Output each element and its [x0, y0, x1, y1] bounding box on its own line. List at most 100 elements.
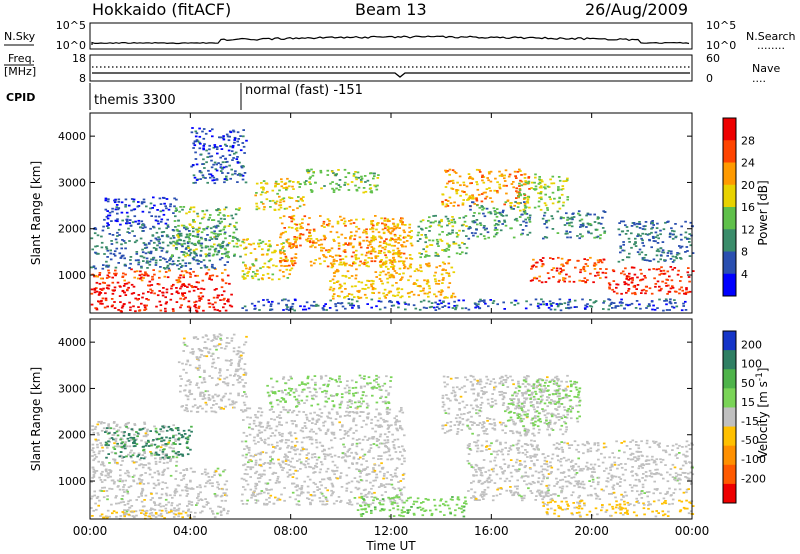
heatmap-cell	[475, 181, 478, 183]
heatmap-cell	[117, 201, 121, 203]
heatmap-cell	[610, 301, 614, 304]
heatmap-cell	[252, 419, 256, 422]
heatmap-cell	[628, 303, 632, 306]
heatmap-cell	[188, 254, 191, 257]
heatmap-cell	[380, 280, 383, 282]
heatmap-cell	[130, 198, 134, 200]
heatmap-cell	[558, 298, 562, 301]
heatmap-cell	[122, 501, 125, 503]
heatmap-cell	[563, 224, 567, 226]
heatmap-cell	[631, 277, 634, 279]
heatmap-cell	[236, 350, 240, 352]
heatmap-cell	[150, 215, 153, 217]
heatmap-cell	[397, 446, 401, 448]
heatmap-cell	[538, 178, 541, 181]
heatmap-cell	[293, 223, 297, 225]
heatmap-cell	[357, 297, 361, 300]
heatmap-cell	[393, 238, 396, 241]
heatmap-cell	[319, 169, 323, 172]
heatmap-cell	[95, 308, 99, 311]
heatmap-cell	[520, 180, 524, 183]
velocity-heatmap-cells	[90, 333, 695, 520]
heatmap-cell	[346, 430, 350, 433]
heatmap-cell	[108, 211, 112, 214]
heatmap-cell	[688, 255, 692, 257]
heatmap-cell	[291, 263, 294, 265]
freq-left-tick-bottom: 8	[79, 72, 86, 85]
heatmap-cell	[671, 229, 674, 232]
heatmap-cell	[479, 224, 483, 226]
heatmap-cell	[496, 303, 499, 306]
heatmap-cell	[145, 509, 149, 512]
heatmap-cell	[670, 252, 673, 255]
heatmap-cell	[255, 470, 259, 473]
heatmap-cell	[98, 272, 102, 274]
heatmap-cell	[673, 299, 676, 301]
heatmap-cell	[97, 294, 101, 296]
heatmap-cell	[196, 235, 200, 238]
heatmap-cell	[211, 245, 214, 248]
heatmap-cell	[216, 294, 220, 297]
heatmap-cell	[619, 245, 622, 248]
heatmap-cell	[207, 218, 210, 221]
heatmap-cell	[625, 303, 628, 306]
heatmap-cell	[232, 350, 236, 353]
heatmap-cell	[140, 490, 144, 493]
heatmap-cell	[684, 220, 687, 223]
heatmap-cell	[332, 502, 336, 505]
heatmap-cell	[652, 304, 655, 307]
heatmap-cell	[128, 232, 131, 234]
heatmap-cell	[664, 282, 668, 285]
heatmap-cell	[396, 429, 399, 432]
heatmap-cell	[292, 214, 296, 217]
heatmap-cell	[202, 145, 206, 147]
heatmap-cell	[178, 503, 181, 506]
heatmap-cell	[220, 406, 223, 409]
heatmap-cell	[167, 441, 170, 444]
heatmap-cell	[307, 498, 311, 500]
heatmap-cell	[364, 230, 368, 233]
heatmap-cell	[184, 407, 188, 409]
heatmap-cell	[635, 288, 638, 290]
heatmap-cell	[232, 225, 236, 227]
heatmap-cell	[236, 370, 239, 372]
heatmap-cell	[617, 305, 620, 307]
heatmap-cell	[282, 467, 285, 469]
nsky-label: N.Sky	[4, 30, 36, 43]
heatmap-cell	[154, 457, 157, 460]
heatmap-cell	[370, 239, 373, 242]
heatmap-cell	[573, 306, 577, 308]
heatmap-cell	[559, 309, 563, 312]
heatmap-cell	[215, 226, 218, 229]
heatmap-cell	[107, 269, 110, 272]
heatmap-cell	[148, 512, 152, 515]
heatmap-cell	[187, 487, 190, 490]
heatmap-cell	[395, 238, 398, 241]
heatmap-cell	[106, 222, 109, 225]
heatmap-cell	[106, 495, 109, 497]
heatmap-cell	[436, 253, 439, 256]
heatmap-cell	[214, 495, 218, 498]
heatmap-cell	[197, 239, 201, 242]
heatmap-cell	[678, 292, 681, 295]
heatmap-cell	[147, 439, 150, 442]
heatmap-cell	[428, 306, 432, 309]
heatmap-cell	[242, 238, 245, 241]
heatmap-cell	[302, 436, 306, 439]
heatmap-cell	[182, 239, 186, 242]
heatmap-cell	[159, 259, 162, 261]
heatmap-cell	[291, 260, 294, 263]
heatmap-cell	[197, 295, 201, 298]
heatmap-cell	[589, 272, 592, 275]
heatmap-cell	[380, 455, 383, 457]
heatmap-cell	[475, 304, 479, 307]
heatmap-cell	[224, 282, 228, 285]
heatmap-cell	[349, 222, 353, 225]
heatmap-cell	[112, 422, 116, 424]
heatmap-cell	[392, 223, 396, 226]
heatmap-cell	[228, 154, 232, 156]
heatmap-cell	[386, 281, 390, 284]
heatmap-cell	[657, 260, 660, 263]
heatmap-cell	[126, 492, 130, 495]
heatmap-cell	[134, 220, 137, 223]
